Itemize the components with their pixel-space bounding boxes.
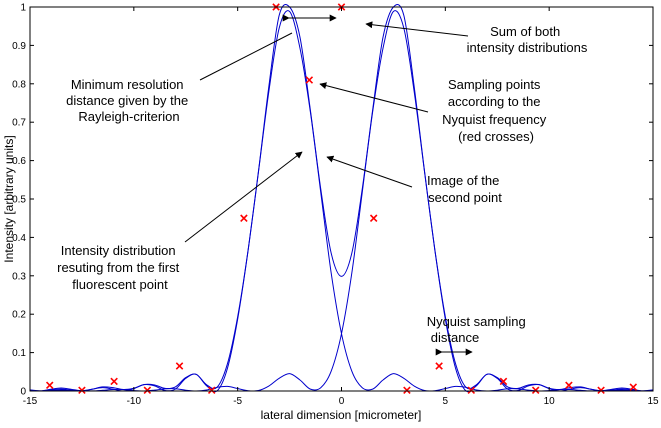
x-tick-label: 5 xyxy=(443,396,449,407)
annotation-first-point-line-1: Intensity distribution xyxy=(61,243,176,258)
annotation-sampling-line-2: according to the xyxy=(448,94,541,109)
x-tick-label: 0 xyxy=(339,396,345,407)
annotation-nyquist-distance-line-1: Nyquist sampling xyxy=(427,314,526,329)
y-tick-label: 0.1 xyxy=(12,348,26,359)
annotation-first-point-line-3: fluorescent point xyxy=(72,277,168,292)
y-axis-label: Intensity [arbitrary units] xyxy=(2,135,16,262)
annotation-rayleigh-line-2: distance given by the xyxy=(66,93,188,108)
y-tick-label: 0 xyxy=(20,387,26,398)
annotation-second-point-line-1: Image of the xyxy=(427,173,499,188)
annotation-rayleigh-line-3: Rayleigh-criterion xyxy=(78,109,179,124)
y-tick-label: 0.2 xyxy=(12,310,26,321)
y-tick-label: 0.8 xyxy=(12,79,26,90)
x-tick-label: -15 xyxy=(23,396,38,407)
annotation-sum-line-1: Sum of both xyxy=(490,24,560,39)
annotation-sampling-line-1: Sampling points xyxy=(448,77,541,92)
annotation-rayleigh-line-1: Minimum resolution xyxy=(71,77,184,92)
x-tick-label: 10 xyxy=(544,396,556,407)
x-tick-label: -10 xyxy=(127,396,142,407)
annotation-rayleigh: Minimum resolution distance given by the… xyxy=(66,77,192,124)
y-tick-label: 0.3 xyxy=(12,271,26,282)
x-tick-label: 15 xyxy=(647,396,659,407)
annotation-second-point-line-2: second point xyxy=(428,190,502,205)
annotation-sampling-line-3: Nyquist frequency xyxy=(442,112,547,127)
y-tick-label: 0.9 xyxy=(12,41,26,52)
y-tick-label: 0.7 xyxy=(12,118,26,129)
annotation-sampling-line-4: (red crosses) xyxy=(458,129,534,144)
annotation-first-point: Intensity distribution resuting from the… xyxy=(57,243,183,292)
y-tick-label: 1 xyxy=(20,3,26,14)
x-axis-label: lateral dimension [micrometer] xyxy=(261,408,422,422)
annotation-nyquist-distance-line-2: distance xyxy=(431,330,479,345)
annotation-first-point-line-2: resuting from the first xyxy=(57,260,179,275)
x-tick-label: -5 xyxy=(233,396,242,407)
annotation-sum-line-2: intensity distributions xyxy=(467,40,588,55)
